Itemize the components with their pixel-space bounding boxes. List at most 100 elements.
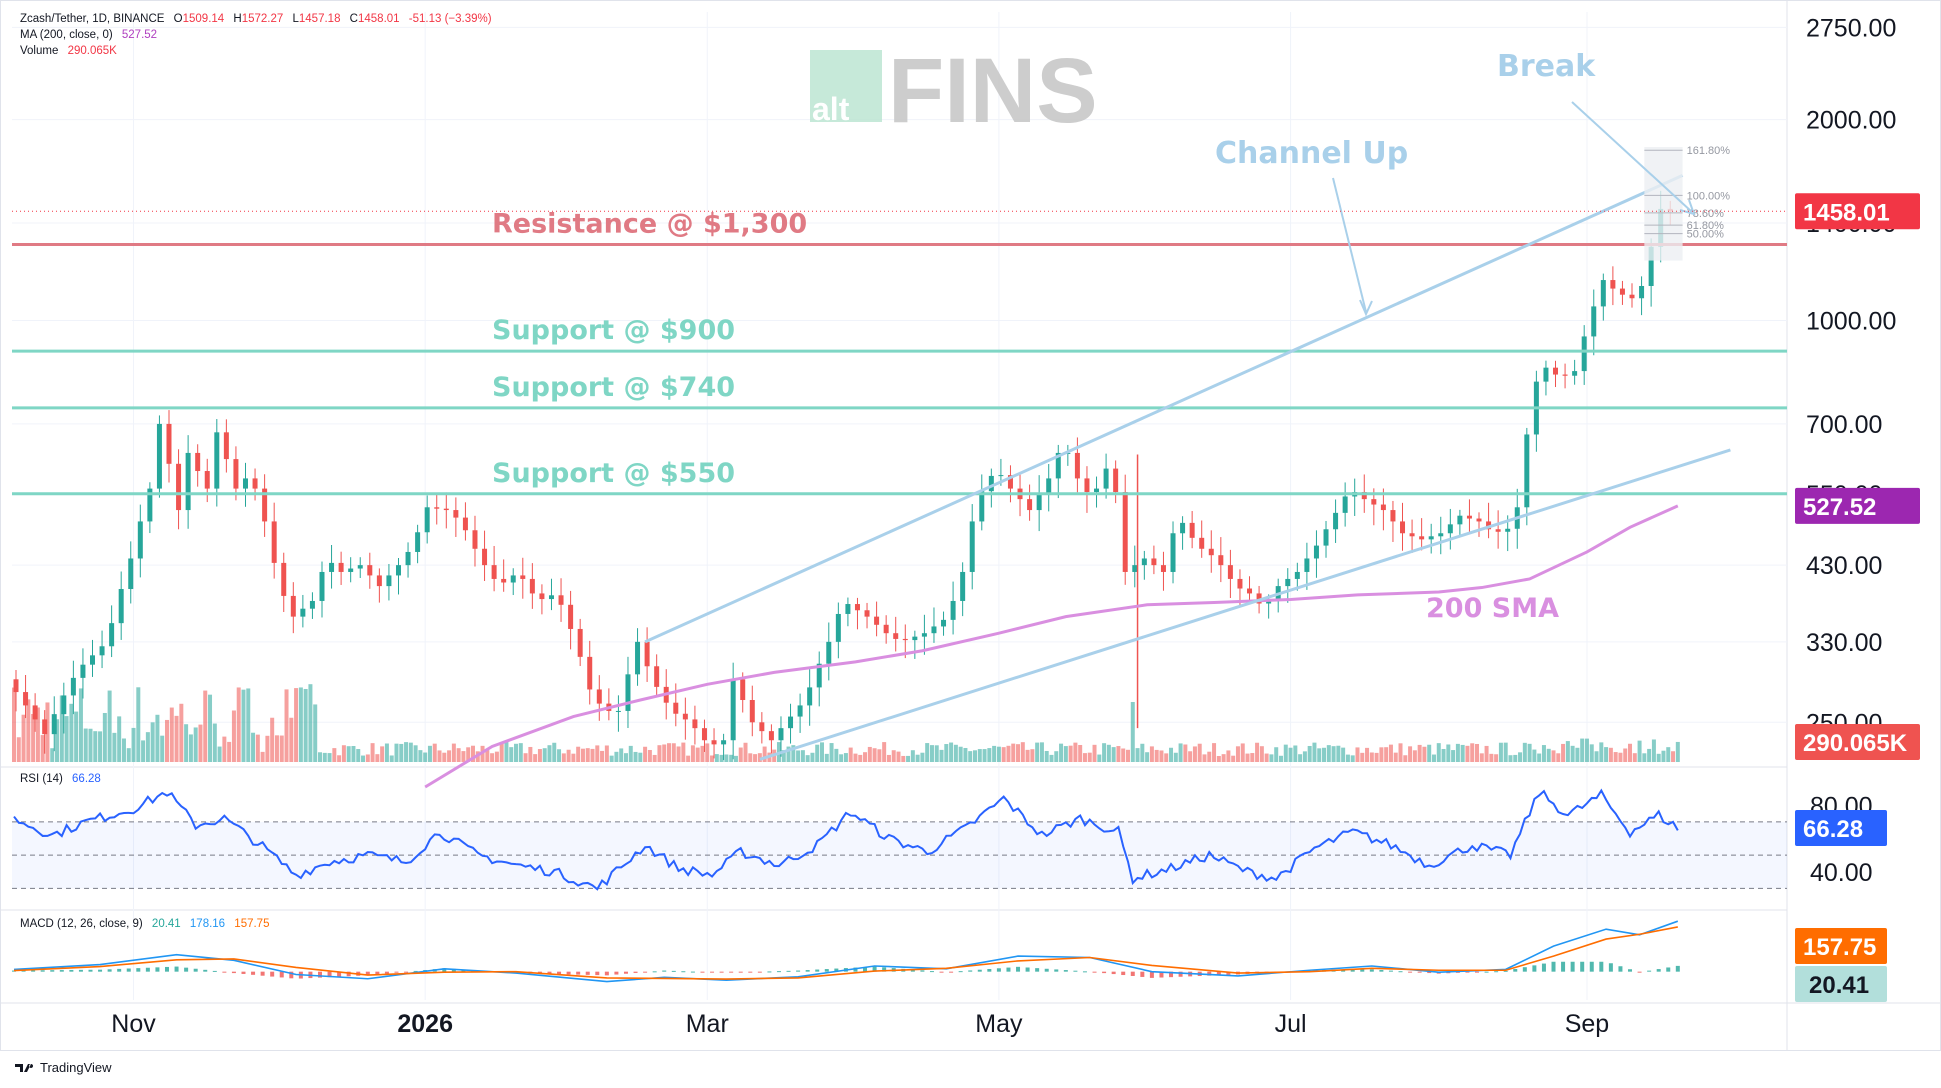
volume-bar [1331,746,1336,762]
candle-body [1218,555,1224,566]
volume-bar [1039,742,1044,762]
candle-body [290,595,296,617]
macd-hist-bar [117,968,122,972]
macd-hist-bar [145,967,150,972]
volume-bar [1145,752,1150,762]
candle-body [615,710,621,712]
macd-hist-bar [394,971,399,973]
macd-hist-bar [1102,971,1107,974]
volume-bar [843,753,848,762]
volume-bar [992,745,997,762]
macd-hist-bar [987,969,992,972]
macd-hist-bar [1465,971,1470,973]
volume-bar [1322,747,1327,762]
candle-body [1371,499,1377,505]
macd-signal-line [13,926,1678,980]
macd-hist-bar [31,970,36,972]
macd-hist-bar [1025,967,1030,972]
volume-bar [1154,749,1159,762]
candle-body [1543,367,1549,382]
volume-bar [1259,746,1264,762]
candle-body [778,728,784,741]
volume-bar [733,755,738,762]
volume-bar [1546,748,1551,762]
candle-body [1151,558,1157,566]
price-tag-bg [1795,193,1920,230]
candle-body [434,507,440,509]
volume-bar [1518,752,1523,762]
candle-body [1476,518,1482,522]
volume-bar [16,737,21,762]
macd-hist-bar [413,970,418,972]
candle-body [682,713,688,720]
macd-hist-tag-bg [1795,966,1887,1002]
candle-body [271,521,277,563]
volume-bar [1011,743,1016,762]
volume-bar [1235,746,1240,762]
volume-bar [1460,744,1465,762]
volume-bar [270,717,275,762]
volume-bar [1551,750,1556,762]
volume-bar [901,755,906,762]
volume-bar [456,748,461,762]
macd-hist-bar [1503,970,1508,972]
tradingview-brand[interactable]: TradingView [14,1060,112,1075]
volume-bar [1121,748,1126,762]
candle-body [1027,499,1033,511]
volume-bar [227,741,232,762]
price-tick-label: 2750.00 [1806,14,1896,42]
candle-body [845,604,851,614]
low-label: L [292,13,299,25]
macd-hist-bar [1369,969,1374,972]
volume-bar [1412,750,1417,762]
macd-hist-bar [633,971,638,973]
volume-bar [1431,754,1436,762]
close-value: 1458.01 [357,13,400,25]
volume-bar [676,746,681,762]
macd-hist-bar [126,968,131,972]
volume-bar [1245,753,1250,762]
volume-bar [944,744,949,762]
volume-bar [1255,742,1260,762]
volume-bar [839,754,844,762]
volume-bar [203,690,208,762]
candle-body [338,562,344,572]
volume-bar [303,688,308,762]
macd-hist-bar [365,971,370,976]
macd-hist-bar [585,971,590,975]
candle-body [118,589,124,624]
volume-bar [1675,741,1680,762]
volume-bar [451,743,456,762]
macd-hist-bar [98,969,103,972]
volume-bar [1102,743,1107,762]
candle-body [176,463,182,511]
rsi-tag-label: 66.28 [1803,816,1863,843]
volume-bar [953,744,958,762]
volume-bar [1393,752,1398,762]
macd-hist-bar [1666,967,1671,972]
macd-hist-bar [1006,967,1011,972]
macd-hist-bar [623,971,628,974]
macd-hist-bar [184,967,189,972]
macd-hist-value: 20.41 [151,918,181,930]
volume-bar [987,748,992,762]
macd-hist-bar [136,968,141,972]
volume-bar [686,755,691,762]
volume-bar [1288,747,1293,762]
volume-bar [738,747,743,762]
volume-bar [1604,747,1609,762]
logo-alt-box [810,50,882,122]
macd-hist-bar [681,971,686,973]
volume-bar [566,749,571,762]
macd-hist-bar [1656,969,1661,972]
candle-body [1323,529,1329,546]
macd-hist-bar [279,971,284,978]
volume-bar [623,753,628,762]
volume-bar [55,719,60,762]
sma200-line [424,504,1679,789]
volume-bar [595,745,600,762]
macd-hist-bar [327,971,332,978]
macd-hist-bar [212,970,217,972]
macd-hist-bar [1350,969,1355,972]
